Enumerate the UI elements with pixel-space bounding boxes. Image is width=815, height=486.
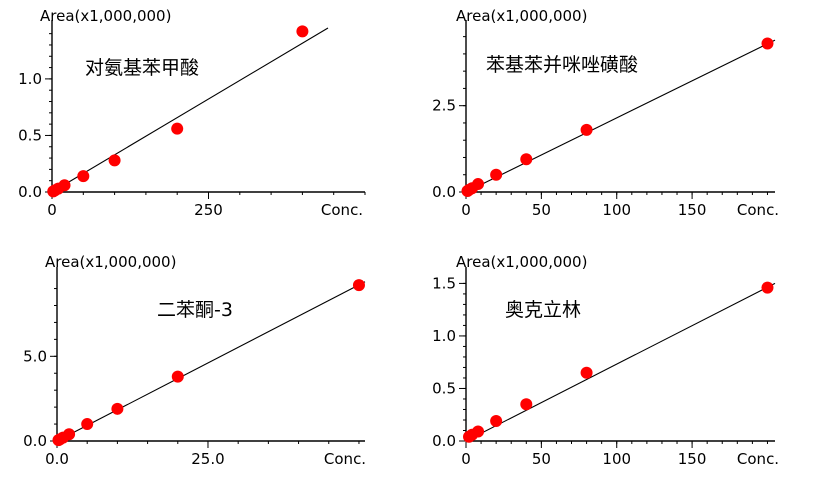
data-point: [171, 370, 184, 383]
compound-name: 奥克立林: [505, 299, 581, 321]
compound-name: 苯基苯并咪唑磺酸: [486, 54, 638, 76]
data-point: [171, 122, 184, 135]
x-axis-label: Conc.: [737, 450, 779, 468]
chart-2-plot: 0.0 2.5 0 50 100 150 Conc. Area(x1,000,000) 苯基苯并…: [432, 7, 779, 219]
calibration-fit-line: [465, 282, 776, 442]
y-tick-label: 0.0: [432, 432, 456, 450]
x-tick-label: 50: [532, 450, 551, 468]
data-point: [472, 425, 485, 438]
x-tick-label: 150: [678, 201, 707, 219]
data-point: [58, 179, 71, 192]
chart-4-plot: 0.0 0.5 1.0 1.5 0 50 100 150 Conc. Area(x1,000,00…: [432, 253, 779, 468]
x-tick-label: 150: [678, 450, 707, 468]
chart-1-plot: 0.0 0.5 1.0 0 250 Conc. Area(x1,000,000) 对氨基苯甲酸: [18, 7, 366, 219]
x-tick-label: 0.0: [45, 450, 69, 468]
y-tick-label: 2.5: [432, 97, 456, 115]
data-point: [520, 153, 533, 166]
data-point: [111, 402, 124, 415]
data-point: [63, 428, 76, 441]
compound-name: 对氨基苯甲酸: [85, 57, 199, 79]
y-tick-label: 0.5: [432, 379, 456, 397]
calibration-fit-line: [465, 39, 776, 193]
y-tick-label: 1.0: [18, 70, 42, 88]
y-tick-label: 0.0: [23, 432, 47, 450]
data-point: [580, 366, 593, 379]
y-tick-label: 1.0: [432, 327, 456, 345]
y-axis-label: Area(x1,000,000): [40, 7, 171, 25]
chart-3-plot: 0.0 5.0 0.0 25.0 Conc. Area(x1,000,000) 二苯酮-3: [23, 253, 366, 468]
data-point: [77, 170, 90, 183]
x-tick-label: 50: [532, 201, 551, 219]
x-tick-label: 25.0: [191, 450, 224, 468]
y-axis-label: Area(x1,000,000): [456, 253, 587, 271]
y-tick-label: 0.0: [432, 183, 456, 201]
data-point: [761, 37, 774, 50]
y-axis-label: Area(x1,000,000): [45, 253, 176, 271]
x-axis-label: Conc.: [737, 201, 779, 219]
data-point: [472, 178, 485, 191]
data-point: [520, 398, 533, 411]
y-tick-label: 0.5: [18, 126, 42, 144]
x-tick-label: 100: [602, 450, 631, 468]
data-point: [490, 415, 503, 428]
calibration-fit-line: [56, 281, 366, 442]
calibration-fit-line: [51, 27, 329, 193]
compound-name: 二苯酮-3: [157, 299, 233, 321]
x-axis-label: Conc.: [324, 450, 366, 468]
data-point: [580, 123, 593, 136]
y-tick-label: 5.0: [23, 347, 47, 365]
y-axis-label: Area(x1,000,000): [456, 7, 587, 25]
data-point: [81, 418, 94, 431]
data-point: [108, 154, 121, 167]
x-tick-label: 250: [194, 201, 223, 219]
x-tick-label: 100: [602, 201, 631, 219]
x-tick-label: 0: [47, 201, 57, 219]
data-point: [490, 168, 503, 181]
y-tick-label: 1.5: [432, 274, 456, 292]
data-point: [352, 279, 365, 292]
data-point: [296, 25, 309, 38]
data-point: [761, 281, 774, 294]
x-axis-label: Conc.: [321, 201, 363, 219]
x-tick-label: 0: [461, 450, 471, 468]
y-tick-label: 0.0: [18, 183, 42, 201]
x-tick-label: 0: [461, 201, 471, 219]
